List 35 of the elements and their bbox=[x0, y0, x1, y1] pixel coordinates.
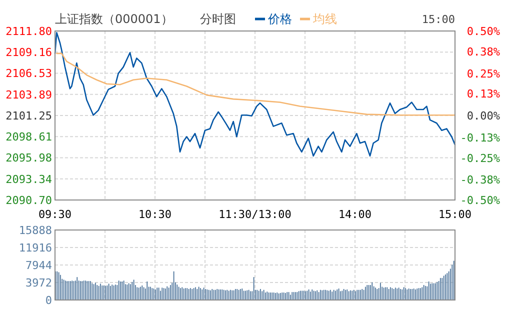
y2-tick-label: 0.25% bbox=[466, 67, 500, 80]
chart-subtitle: 分时图 bbox=[200, 12, 236, 26]
y-tick-label: 2106.53 bbox=[6, 67, 52, 80]
y2-tick-label: -0.25% bbox=[460, 152, 500, 165]
chart-title: 上证指数（000001） bbox=[55, 12, 173, 26]
x-tick-label: 14:00 bbox=[338, 208, 372, 221]
y2-tick-label: 0.38% bbox=[466, 45, 500, 58]
x-tick-label: 15:00 bbox=[438, 208, 472, 221]
y2-tick-label: 0.50% bbox=[466, 25, 500, 38]
y-tick-label: 2095.98 bbox=[6, 152, 52, 165]
y-tick-label: 2111.80 bbox=[6, 25, 52, 38]
legend-label: 价格 bbox=[267, 12, 292, 26]
y-tick-label: 3972 bbox=[26, 276, 52, 290]
y-tick-label: 7944 bbox=[26, 259, 52, 272]
x-tick-label: 09:30 bbox=[38, 208, 72, 221]
y2-tick-label: -0.50% bbox=[460, 194, 500, 207]
x-tick-label: 11:30/13:00 bbox=[218, 208, 292, 221]
legend-label: 均线 bbox=[312, 12, 337, 26]
y2-tick-label: 0.00% bbox=[466, 110, 500, 122]
y-tick-label: 2101.25 bbox=[6, 110, 52, 122]
y-tick-label: 0 bbox=[45, 294, 52, 307]
y-tick-label: 2090.70 bbox=[6, 194, 52, 207]
y-tick-label: 2109.16 bbox=[6, 46, 52, 60]
y-tick-label: 15888 bbox=[18, 224, 52, 237]
y-tick-label: 2093.34 bbox=[6, 172, 52, 186]
y-tick-label: 2098.61 bbox=[6, 130, 52, 144]
y2-tick-label: 0.13% bbox=[466, 88, 500, 101]
y-tick-label: 2103.89 bbox=[6, 88, 52, 102]
y2-tick-label: -0.13% bbox=[460, 131, 500, 144]
x-tick-label: 10:30 bbox=[138, 208, 172, 221]
text: 15:00 bbox=[422, 13, 455, 26]
legend-item: 价格 bbox=[255, 12, 292, 26]
legend-item: 均线 bbox=[300, 12, 337, 26]
y-tick-label: 11916 bbox=[18, 242, 52, 254]
y2-tick-label: -0.38% bbox=[460, 174, 500, 187]
